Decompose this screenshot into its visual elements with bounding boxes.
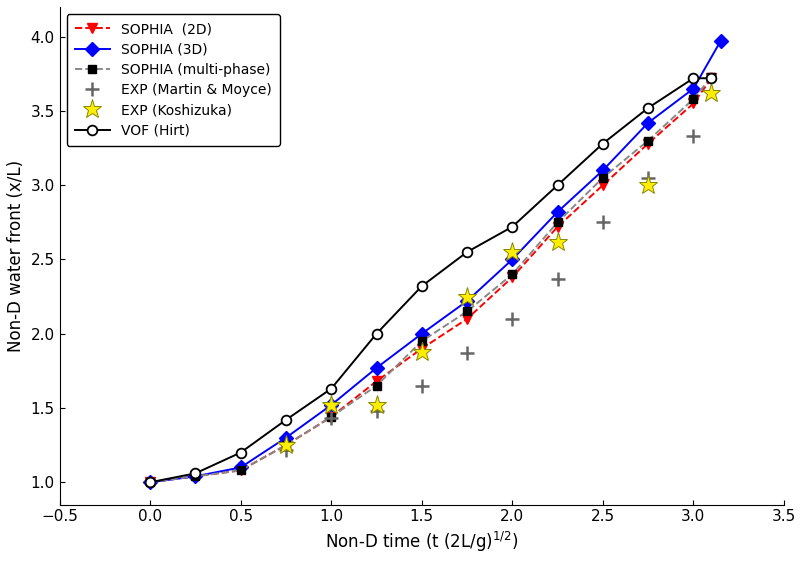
EXP (Martin & Moyce) xyxy=(371,408,381,415)
Line: VOF (Hirt): VOF (Hirt) xyxy=(145,73,715,487)
SOPHIA (multi-phase) xyxy=(642,137,652,144)
SOPHIA  (2D) xyxy=(145,479,155,486)
SOPHIA  (2D) xyxy=(326,413,335,420)
EXP (Koshizuka) xyxy=(326,402,335,408)
SOPHIA  (2D) xyxy=(688,100,698,107)
VOF (Hirt) xyxy=(281,416,290,423)
SOPHIA  (2D) xyxy=(416,345,426,352)
VOF (Hirt) xyxy=(190,470,200,477)
SOPHIA (3D) xyxy=(688,85,698,92)
VOF (Hirt) xyxy=(688,75,698,81)
VOF (Hirt) xyxy=(507,223,516,230)
SOPHIA  (2D) xyxy=(706,75,715,81)
SOPHIA (multi-phase) xyxy=(236,467,245,473)
SOPHIA (3D) xyxy=(552,209,561,215)
SOPHIA  (2D) xyxy=(236,467,245,473)
SOPHIA (3D) xyxy=(642,119,652,126)
EXP (Martin & Moyce) xyxy=(597,219,607,226)
SOPHIA  (2D) xyxy=(552,223,561,230)
EXP (Koshizuka) xyxy=(706,90,715,96)
EXP (Martin & Moyce) xyxy=(326,415,335,422)
EXP (Martin & Moyce) xyxy=(642,174,652,181)
SOPHIA (multi-phase) xyxy=(281,442,290,448)
VOF (Hirt) xyxy=(706,75,715,81)
SOPHIA  (2D) xyxy=(597,182,607,188)
EXP (Martin & Moyce) xyxy=(507,315,516,322)
SOPHIA (3D) xyxy=(462,298,472,305)
EXP (Koshizuka) xyxy=(281,442,290,448)
X-axis label: Non-D time (t (2L/g)$^{1/2}$): Non-D time (t (2L/g)$^{1/2}$) xyxy=(325,530,518,554)
VOF (Hirt) xyxy=(371,330,381,337)
SOPHIA (3D) xyxy=(326,402,335,408)
SOPHIA (multi-phase) xyxy=(145,479,155,486)
SOPHIA (3D) xyxy=(145,479,155,486)
VOF (Hirt) xyxy=(642,104,652,111)
EXP (Koshizuka) xyxy=(507,249,516,255)
Line: SOPHIA (multi-phase): SOPHIA (multi-phase) xyxy=(146,72,715,486)
SOPHIA  (2D) xyxy=(371,378,381,385)
SOPHIA (3D) xyxy=(715,38,724,44)
Y-axis label: Non-D water front (x/L): Non-D water front (x/L) xyxy=(7,160,25,352)
SOPHIA (3D) xyxy=(371,365,381,371)
Line: EXP (Koshizuka): EXP (Koshizuka) xyxy=(276,84,720,455)
SOPHIA (multi-phase) xyxy=(416,338,426,344)
SOPHIA (multi-phase) xyxy=(326,413,335,420)
EXP (Koshizuka) xyxy=(371,402,381,408)
SOPHIA (multi-phase) xyxy=(462,308,472,315)
Line: SOPHIA (3D): SOPHIA (3D) xyxy=(145,36,724,487)
EXP (Martin & Moyce) xyxy=(281,446,290,453)
SOPHIA (multi-phase) xyxy=(706,73,715,80)
SOPHIA  (2D) xyxy=(190,473,200,480)
SOPHIA (multi-phase) xyxy=(190,473,200,480)
SOPHIA (3D) xyxy=(281,434,290,441)
SOPHIA  (2D) xyxy=(642,140,652,147)
SOPHIA  (2D) xyxy=(281,442,290,448)
VOF (Hirt) xyxy=(416,283,426,289)
EXP (Martin & Moyce) xyxy=(688,133,698,140)
SOPHIA (3D) xyxy=(236,464,245,471)
EXP (Koshizuka) xyxy=(552,238,561,245)
EXP (Koshizuka) xyxy=(416,348,426,355)
EXP (Martin & Moyce) xyxy=(462,350,472,356)
VOF (Hirt) xyxy=(145,479,155,486)
VOF (Hirt) xyxy=(552,182,561,188)
EXP (Koshizuka) xyxy=(462,293,472,300)
VOF (Hirt) xyxy=(326,385,335,392)
SOPHIA (multi-phase) xyxy=(688,96,698,103)
Line: SOPHIA  (2D): SOPHIA (2D) xyxy=(145,73,715,487)
SOPHIA (3D) xyxy=(190,473,200,480)
Line: EXP (Martin & Moyce): EXP (Martin & Moyce) xyxy=(278,129,699,457)
SOPHIA (3D) xyxy=(507,256,516,263)
Legend: SOPHIA  (2D), SOPHIA (3D), SOPHIA (multi-phase), EXP (Martin & Moyce), EXP (Kosh: SOPHIA (2D), SOPHIA (3D), SOPHIA (multi-… xyxy=(67,14,279,146)
SOPHIA (multi-phase) xyxy=(597,174,607,181)
SOPHIA (3D) xyxy=(416,330,426,337)
SOPHIA  (2D) xyxy=(507,274,516,280)
SOPHIA  (2D) xyxy=(462,315,472,322)
SOPHIA (multi-phase) xyxy=(507,271,516,278)
SOPHIA (multi-phase) xyxy=(552,219,561,226)
VOF (Hirt) xyxy=(597,140,607,147)
SOPHIA (3D) xyxy=(597,167,607,174)
EXP (Koshizuka) xyxy=(642,182,652,188)
SOPHIA (multi-phase) xyxy=(371,383,381,389)
VOF (Hirt) xyxy=(236,449,245,456)
EXP (Martin & Moyce) xyxy=(552,275,561,282)
VOF (Hirt) xyxy=(462,249,472,255)
EXP (Martin & Moyce) xyxy=(416,383,426,389)
